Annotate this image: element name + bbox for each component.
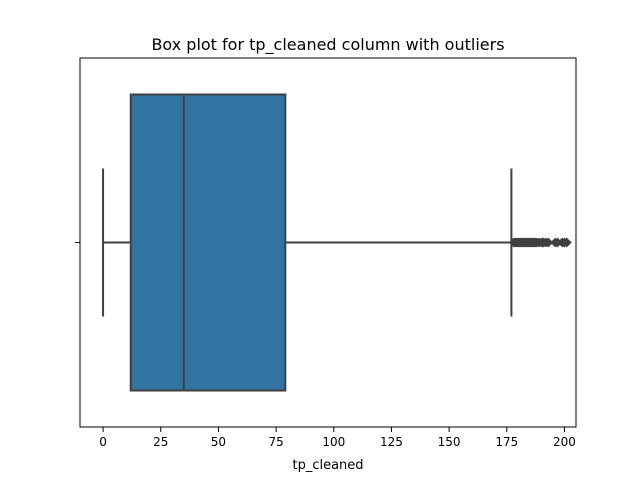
plot-area: 0 25 50 75 100 125 150 175 200 — [75, 57, 577, 449]
x-tick-label: 175 — [495, 435, 518, 449]
x-tick-label: 125 — [380, 435, 403, 449]
x-tick-label: 75 — [268, 435, 283, 449]
chart-title: Box plot for tp_cleaned column with outl… — [151, 35, 504, 55]
x-axis-label: tp_cleaned — [292, 458, 363, 473]
outlier-point — [543, 237, 554, 248]
x-tick-label: 50 — [211, 435, 226, 449]
x-tick-label: 200 — [553, 435, 576, 449]
x-tick-label: 0 — [99, 435, 107, 449]
outlier-point — [561, 237, 572, 248]
x-tick-label: 150 — [438, 435, 461, 449]
x-tick-label: 100 — [322, 435, 345, 449]
x-tick-label: 25 — [153, 435, 168, 449]
iqr-box — [129, 93, 287, 392]
